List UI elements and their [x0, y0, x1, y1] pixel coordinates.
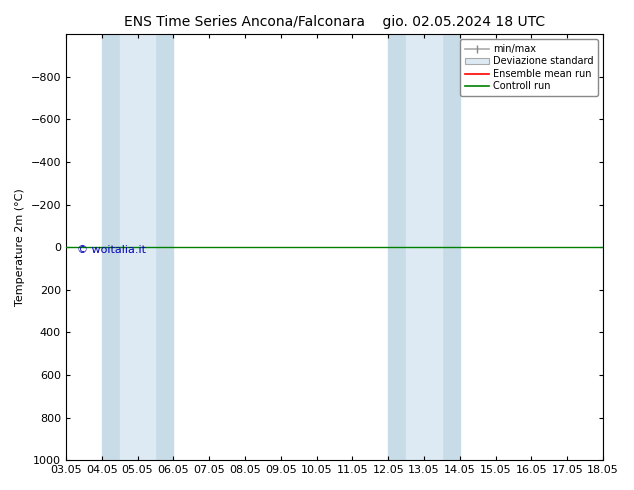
- Bar: [406, 34, 442, 460]
- Legend: min/max, Deviazione standard, Ensemble mean run, Controll run: min/max, Deviazione standard, Ensemble m…: [460, 39, 598, 96]
- Bar: [101, 34, 120, 460]
- Bar: [120, 34, 155, 460]
- Bar: [155, 34, 173, 460]
- Y-axis label: Temperature 2m (°C): Temperature 2m (°C): [15, 188, 25, 306]
- Title: ENS Time Series Ancona/Falconara    gio. 02.05.2024 18 UTC: ENS Time Series Ancona/Falconara gio. 02…: [124, 15, 545, 29]
- Bar: [388, 34, 406, 460]
- Bar: [442, 34, 460, 460]
- Bar: [603, 34, 634, 460]
- Text: © woitalia.it: © woitalia.it: [77, 245, 146, 255]
